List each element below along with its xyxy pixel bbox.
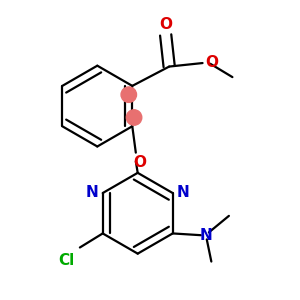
Text: O: O xyxy=(133,155,146,170)
Text: N: N xyxy=(200,228,212,243)
Text: N: N xyxy=(86,185,98,200)
Text: Cl: Cl xyxy=(58,253,75,268)
Circle shape xyxy=(126,110,142,125)
Text: O: O xyxy=(159,17,172,32)
Text: N: N xyxy=(177,185,190,200)
Text: O: O xyxy=(206,55,218,70)
Circle shape xyxy=(121,87,136,102)
